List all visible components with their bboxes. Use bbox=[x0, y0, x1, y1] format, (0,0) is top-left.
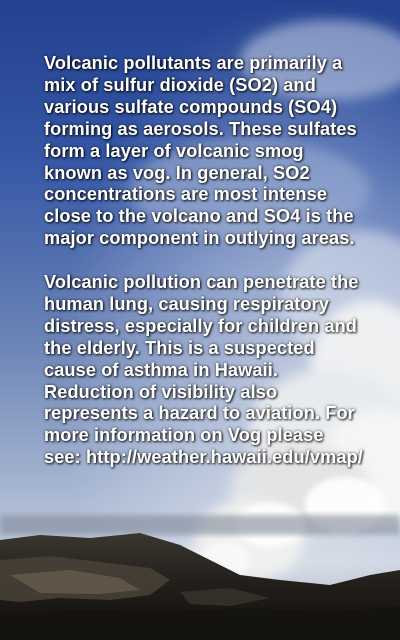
info-text-block: Volcanic pollutants are primarily a mix … bbox=[44, 53, 364, 469]
health-effects-paragraph: Volcanic pollution can penetrate the hum… bbox=[44, 272, 364, 469]
pollutants-paragraph: Volcanic pollutants are primarily a mix … bbox=[44, 53, 357, 249]
health-effects-text: Volcanic pollution can penetrate the hum… bbox=[44, 272, 359, 468]
vmap-url-link[interactable]: http://weather.hawaii.edu/vmap/ bbox=[85, 447, 363, 468]
